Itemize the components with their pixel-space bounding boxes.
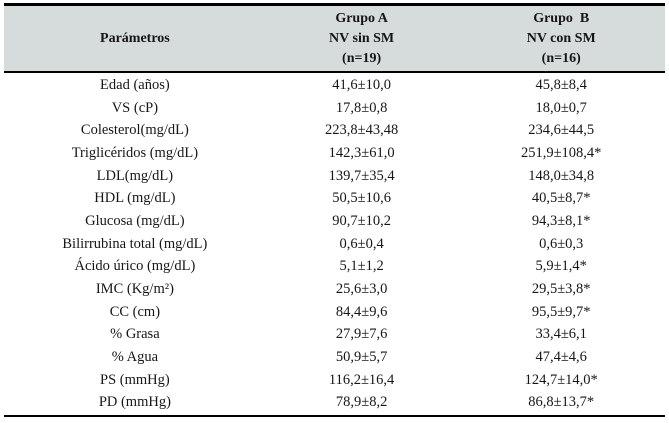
table-body: Edad (años) 41,6±10,0 45,8±8,4 VS (cP) 17,8±… [4, 73, 665, 415]
header-grupo-a-n: (n=19) [342, 50, 382, 66]
param-cell: VS (cP) [111, 99, 159, 116]
group-a-value-cell: 50,5±10,6 [332, 190, 391, 207]
group-a-value-cell: 27,9±7,6 [335, 326, 388, 343]
group-a-value-cell: 41,6±10,0 [332, 76, 391, 93]
group-b-value-cell: 124,7±14,0* [524, 371, 598, 388]
group-a-value-cell: 139,7±35,4 [328, 167, 395, 184]
header-grupo-b-subtitle: NV con SM [526, 30, 596, 46]
header-grupo-a: Grupo A NV sin SM (n=19) [266, 6, 458, 71]
group-b-value-cell: 148,0±34,8 [528, 167, 595, 184]
group-b-value-cell: 40,5±8,7* [531, 190, 591, 207]
table-row: IMC (Kg/m²) 25,6±3,0 29,5±3,8* [4, 278, 665, 301]
param-cell: LDL(mg/dL) [96, 167, 174, 184]
group-b-value-cell: 95,5±9,7* [531, 303, 591, 320]
param-cell: Colesterol(mg/dL) [80, 122, 189, 139]
group-a-value-cell: 0,6±0,4 [339, 235, 384, 252]
group-a-value-cell: 223,8±43,48 [324, 122, 399, 139]
table-row: Colesterol(mg/dL) 223,8±43,48 234,6±44,5 [4, 119, 665, 142]
group-b-value-cell: 29,5±3,8* [531, 281, 591, 298]
group-b-value-cell: 251,9±108,4* [520, 144, 602, 161]
group-a-value-cell: 17,8±0,8 [335, 99, 388, 116]
param-cell: % Agua [111, 349, 159, 366]
table-header-row: Parámetros Grupo A NV sin SM (n=19) Grup… [4, 6, 665, 73]
param-cell: Triglicéridos (mg/dL) [71, 144, 199, 161]
group-b-value-cell: 33,4±6,1 [535, 326, 587, 343]
table-row: % Agua 50,9±5,7 47,4±4,6 [4, 346, 665, 369]
param-cell: Ácido úrico (mg/dL) [74, 258, 196, 275]
table-row: Glucosa (mg/dL) 90,7±10,2 94,3±8,1* [4, 210, 665, 233]
header-grupo-b-n: (n=16) [541, 50, 581, 66]
param-cell: Edad (años) [100, 76, 170, 93]
param-cell: % Grasa [110, 326, 160, 343]
group-a-value-cell: 78,9±8,2 [335, 394, 388, 411]
param-cell: IMC (Kg/m²) [95, 281, 174, 298]
table-row: Triglicéridos (mg/dL) 142,3±61,0 251,9±108… [4, 142, 665, 165]
header-grupo-a-title: Grupo A [335, 10, 388, 26]
group-b-value-cell: 45,8±8,4 [535, 76, 587, 93]
group-b-value-cell: 234,6±44,5 [528, 122, 595, 139]
group-b-value-cell: 0,6±0,3 [539, 235, 584, 252]
group-b-value-cell: 18,0±0,7 [535, 99, 587, 116]
param-cell: CC (cm) [109, 303, 161, 320]
param-cell: Glucosa (mg/dL) [85, 212, 185, 229]
table-row: Ácido úrico (mg/dL) 5,1±1,2 5,9±1,4* [4, 256, 665, 279]
table-row: VS (cP) 17,8±0,8 18,0±0,7 [4, 97, 665, 120]
header-grupo-b: Grupo B NV con SM (n=16) [457, 6, 665, 71]
table-row: Edad (años) 41,6±10,0 45,8±8,4 [4, 74, 665, 97]
group-b-value-cell: 47,4±4,6 [535, 349, 587, 366]
group-b-value-cell: 94,3±8,1* [531, 212, 591, 229]
header-grupo-b-title: Grupo B [533, 10, 590, 26]
header-parametros-label: Parámetros [100, 30, 170, 46]
results-table: Parámetros Grupo A NV sin SM (n=19) Grup… [4, 3, 665, 418]
table-row: HDL (mg/dL) 50,5±10,6 40,5±8,7* [4, 187, 665, 210]
param-cell: PS (mmHg) [100, 371, 170, 388]
table-row: % Grasa 27,9±7,6 33,4±6,1 [4, 324, 665, 347]
group-a-value-cell: 5,1±1,2 [339, 258, 384, 275]
param-cell: PD (mmHg) [98, 394, 171, 411]
group-a-value-cell: 50,9±5,7 [335, 349, 388, 366]
header-parametros: Parámetros [4, 6, 266, 71]
group-b-value-cell: 86,8±13,7* [528, 394, 595, 411]
param-cell: HDL (mg/dL) [94, 190, 176, 207]
table-row: CC (cm) 84,4±9,6 95,5±9,7* [4, 301, 665, 324]
table-row: Bilirrubina total (mg/dL) 0,6±0,4 0,6±0,3 [4, 233, 665, 256]
group-a-value-cell: 84,4±9,6 [335, 303, 388, 320]
table-row: LDL(mg/dL) 139,7±35,4 148,0±34,8 [4, 165, 665, 188]
table-row: PS (mmHg) 116,2±16,4 124,7±14,0* [4, 369, 665, 392]
header-grupo-a-subtitle: NV sin SM [329, 30, 395, 46]
group-a-value-cell: 142,3±61,0 [328, 144, 395, 161]
group-b-value-cell: 5,9±1,4* [535, 258, 587, 275]
group-a-value-cell: 25,6±3,0 [335, 281, 388, 298]
table-row: PD (mmHg) 78,9±8,2 86,8±13,7* [4, 392, 665, 415]
param-cell: Bilirrubina total (mg/dL) [62, 235, 208, 252]
group-a-value-cell: 90,7±10,2 [332, 212, 391, 229]
group-a-value-cell: 116,2±16,4 [328, 371, 395, 388]
